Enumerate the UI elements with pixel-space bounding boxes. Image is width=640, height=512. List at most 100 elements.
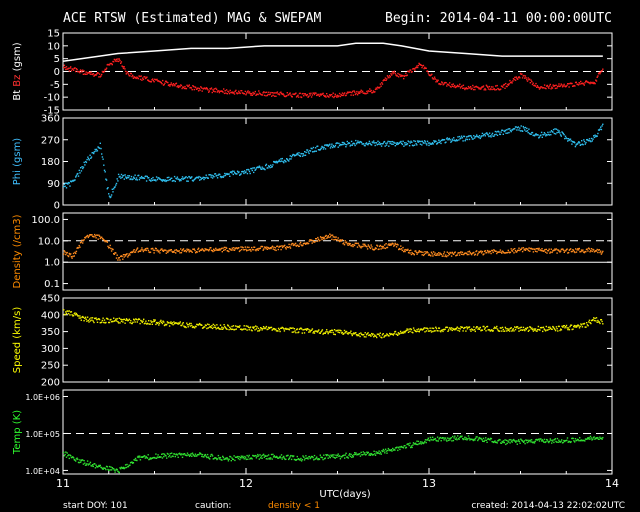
series-point [171,452,173,454]
series-point [434,437,437,440]
series-point [595,80,598,82]
series-point [469,86,472,88]
series-point [120,177,122,179]
series-point [63,250,66,252]
series-point [520,248,522,250]
series-point [508,83,510,85]
series-point [93,236,95,238]
series-point [281,157,283,160]
series-point [532,248,534,250]
series-point [148,320,150,322]
series-point [306,149,309,151]
series-point [214,91,216,93]
series-point [586,324,589,326]
series-point [113,61,115,63]
series-point [75,68,78,70]
series-point [110,469,113,471]
series-point [434,78,436,80]
series-point [563,440,566,443]
series-point [244,328,247,330]
series-point [182,86,185,88]
series-point [280,92,283,95]
series-point [63,309,65,311]
series-point [274,247,277,249]
series-point [321,93,324,95]
series-point [570,250,573,253]
series-point [178,178,180,181]
series-point [581,250,583,252]
series-point [392,447,394,450]
series-point [418,331,420,333]
series-point [272,328,274,331]
series-point [168,456,170,458]
series-point [482,86,484,88]
series-point [397,143,399,145]
series-point [322,333,324,335]
series-point [283,328,285,330]
series-point [597,319,599,322]
series-point [270,247,272,250]
x-tick-label: 14 [605,477,619,490]
series-point [468,326,471,328]
series-point [466,136,468,138]
series-point [247,458,249,460]
series-point [67,255,70,258]
series-point [588,140,590,142]
series-point [302,153,304,155]
series-point [248,169,250,171]
series-point [388,243,390,245]
series-point [298,331,300,333]
series-point [415,142,417,145]
series-point [213,88,216,90]
series-point [466,138,469,141]
series-point [218,328,220,330]
series-point [578,440,580,442]
series-point [109,469,111,471]
series-point [173,453,176,455]
series-point [343,142,346,145]
series-point [384,79,386,81]
series-point [544,248,546,251]
series-point [148,80,150,82]
series-point [445,255,448,258]
series-point [461,251,464,253]
series-point [469,328,471,331]
series-point [308,455,311,458]
series-point [489,88,491,91]
series-point [158,324,160,326]
series-point [127,175,129,177]
series-point [210,326,212,329]
series-point [76,68,78,71]
series-point [447,254,449,257]
series-point [488,135,490,138]
series-point [321,330,323,332]
series-point [126,463,128,466]
series-point [432,251,435,253]
series-point [101,156,104,158]
series-point [485,437,487,439]
series-point [517,440,519,442]
series-point [309,150,312,152]
series-point [427,254,430,256]
series-point [348,244,351,246]
series-point [248,91,251,93]
series-point [303,95,305,97]
series-point [218,457,220,459]
series-point [520,326,522,328]
series-point [257,327,260,330]
series-point [532,442,534,444]
series-point [432,330,434,333]
series-point [398,248,400,251]
series-point [312,332,314,334]
series-point [338,142,340,145]
series-point [125,466,127,469]
series-point [381,245,383,248]
series-point [320,147,322,149]
series-point [443,83,445,85]
series-point [510,440,513,442]
series-point [544,251,547,253]
series-point [144,248,147,250]
series-point [500,251,502,253]
series-point [185,326,187,329]
series-point [578,325,580,327]
